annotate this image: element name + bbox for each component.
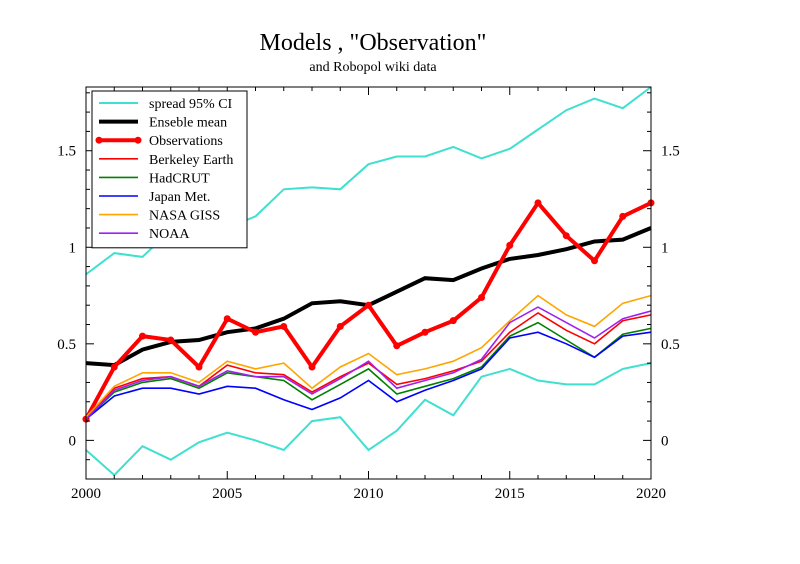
observation-point xyxy=(110,363,118,371)
series-line-4 xyxy=(85,311,652,420)
observation-point xyxy=(167,336,175,344)
y-tick-label-left: 1 xyxy=(69,240,77,256)
series-line-7 xyxy=(85,294,652,418)
observation-point xyxy=(365,301,372,309)
y-tick-label-left: 0.5 xyxy=(57,337,76,353)
legend-marker xyxy=(134,136,142,144)
legend-box xyxy=(91,90,248,249)
x-tick-label: 2015 xyxy=(495,486,525,502)
x-tick-label: 2020 xyxy=(636,486,666,502)
observation-point xyxy=(252,328,259,336)
legend-label: Berkeley Earth xyxy=(149,153,233,168)
legend-label: NASA GISS xyxy=(149,209,220,224)
plot-area: 2000 2005 2010 2015 2020 0 0 0.5 0.5 1 1 1.5 1.5 xyxy=(57,86,680,502)
y-tick-label-right: 1.5 xyxy=(661,144,680,160)
observation-point xyxy=(336,322,344,330)
observation-point xyxy=(478,293,485,301)
legend-label: Enseble mean xyxy=(149,116,227,131)
legend: spread 95% CI Enseble mean Observations Ber… xyxy=(91,90,248,249)
observation-point xyxy=(421,328,429,336)
y-tick-label-left: 0 xyxy=(69,433,77,449)
observation-point xyxy=(449,317,457,325)
observation-point xyxy=(195,363,203,371)
y-tick-label-right: 0.5 xyxy=(661,337,680,353)
series-line-8 xyxy=(85,306,652,420)
observation-point xyxy=(308,363,316,371)
observation-point xyxy=(139,332,146,340)
chart-title: Models , "Observation" xyxy=(260,30,487,56)
observation-point xyxy=(393,342,401,350)
legend-label: spread 95% CI xyxy=(149,97,233,112)
legend-label: NOAA xyxy=(149,227,190,242)
legend-marker xyxy=(95,136,103,144)
series-line-6 xyxy=(85,331,652,420)
y-tick-label-right: 1 xyxy=(661,240,669,256)
legend-label: Observations xyxy=(149,134,223,149)
x-tick-label: 2005 xyxy=(212,486,242,502)
x-tick-label: 2000 xyxy=(71,486,101,502)
x-tick-label: 2010 xyxy=(354,486,384,502)
observation-point xyxy=(534,199,542,207)
chart-subtitle: and Robopol wiki data xyxy=(309,60,437,75)
observation-point xyxy=(619,212,627,220)
observation-point xyxy=(223,315,231,323)
observation-point xyxy=(506,241,514,249)
series-line-5 xyxy=(85,321,652,420)
series-line-1 xyxy=(85,362,652,477)
legend-label: Japan Met. xyxy=(149,190,210,205)
observation-point xyxy=(280,322,288,330)
observation-point xyxy=(562,232,570,240)
y-tick-label-right: 0 xyxy=(661,433,669,449)
observation-point xyxy=(591,257,598,265)
y-tick-label-left: 1.5 xyxy=(57,144,76,160)
legend-label: HadCRUT xyxy=(149,171,210,186)
